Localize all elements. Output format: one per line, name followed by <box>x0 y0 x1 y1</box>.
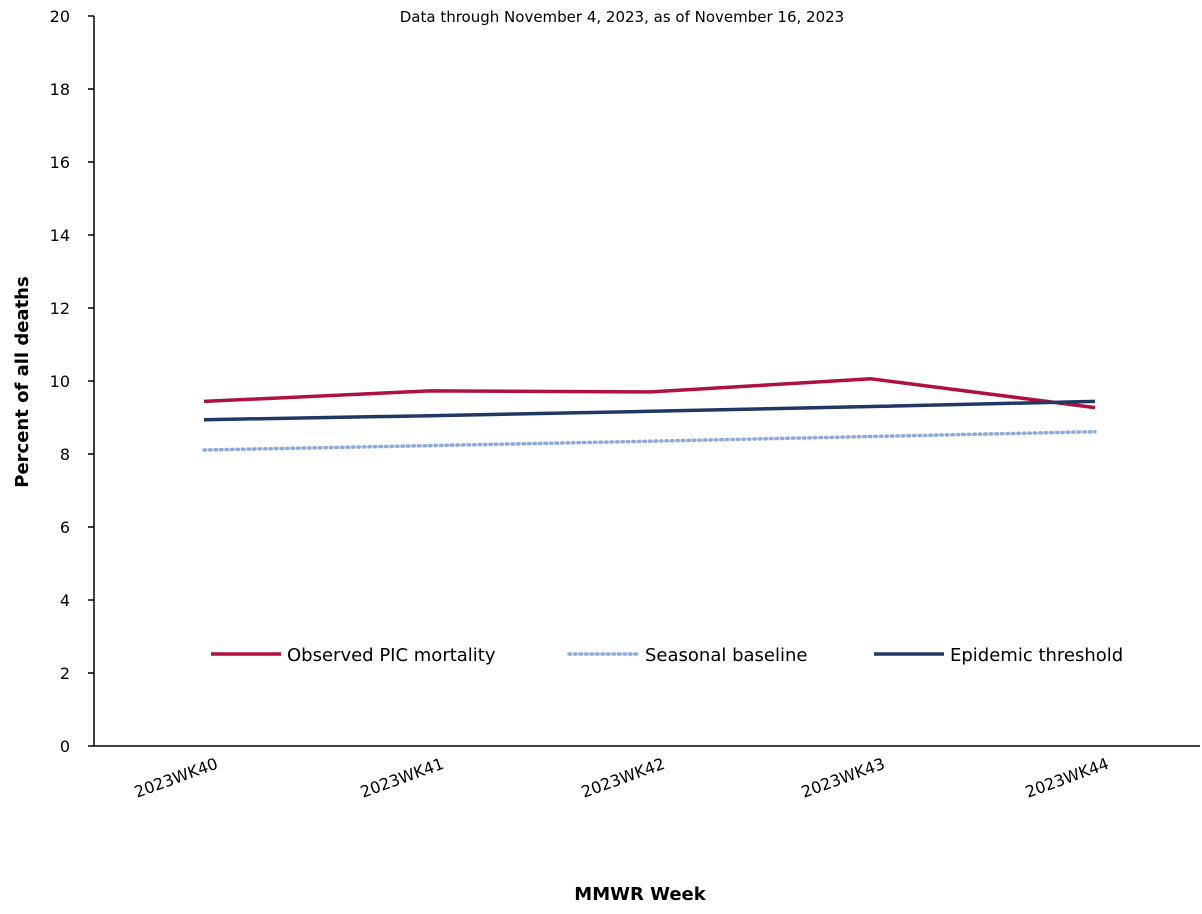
series-layer <box>202 377 1097 452</box>
series-line-0 <box>203 377 1096 410</box>
y-tick-label: 18 <box>50 80 70 99</box>
legend-label-0: Observed PIC mortality <box>287 645 496 666</box>
x-tick-label: 2023WK44 <box>1023 754 1112 802</box>
series-line-1 <box>202 429 1097 452</box>
y-tick-label: 2 <box>60 664 70 683</box>
x-tick-label: 2023WK41 <box>358 754 447 802</box>
x-axis: 2023WK40 2023WK41 2023WK42 2023WK43 2023WK44 <box>94 745 1200 802</box>
y-tick-label: 0 <box>60 737 70 756</box>
legend: Observed PIC mortality Seasonal baseline E… <box>211 645 1123 666</box>
y-tick-label: 10 <box>50 372 70 391</box>
x-tick-label: 2023WK43 <box>799 754 888 802</box>
x-tick-label: 2023WK42 <box>579 754 668 802</box>
series-line-2 <box>203 399 1096 422</box>
y-tick-label: 8 <box>60 445 70 464</box>
y-tick-label: 6 <box>60 518 70 537</box>
y-tick-label: 16 <box>50 153 70 172</box>
y-tick-label: 12 <box>50 299 70 318</box>
y-tick-label: 14 <box>50 226 70 245</box>
y-axis-title: Percent of all deaths <box>12 276 33 487</box>
chart-subtitle: Data through November 4, 2023, as of Nov… <box>400 8 844 26</box>
y-axis: 0 2 4 6 8 10 12 14 16 18 20 <box>50 7 95 756</box>
x-tick-label: 2023WK40 <box>132 754 221 802</box>
y-tick-label: 4 <box>60 591 70 610</box>
x-axis-title: MMWR Week <box>574 884 706 905</box>
legend-label-1: Seasonal baseline <box>645 645 807 666</box>
y-tick-label: 20 <box>50 7 70 26</box>
legend-label-2: Epidemic threshold <box>950 645 1123 666</box>
